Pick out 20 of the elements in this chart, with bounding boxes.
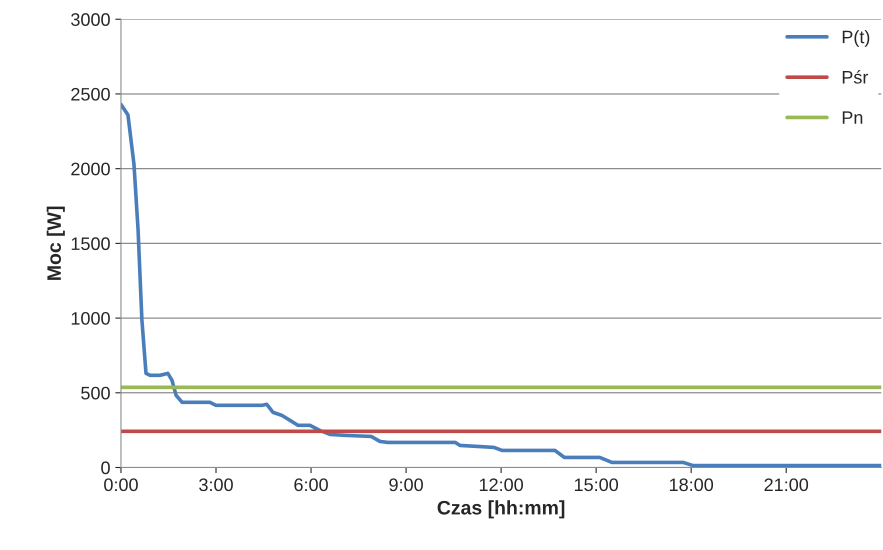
x-tick-label: 12:00 — [480, 478, 523, 492]
y-tick-label: 1000 — [72, 312, 110, 325]
y-tick-label: 0 — [101, 461, 110, 474]
y-tick-label: 2000 — [71, 162, 110, 176]
x-tick-label: 6:00 — [294, 478, 328, 492]
legend-label: P(t) — [842, 30, 870, 47]
legend-label: Pn — [842, 111, 862, 124]
legend-label: Pśr — [842, 70, 868, 84]
y-tick-label: 1500 — [72, 237, 110, 250]
x-axis-title: Czas [hh:mm] — [438, 500, 564, 518]
y-tick-label: 2500 — [71, 88, 110, 101]
x-tick-label: 18:00 — [670, 478, 714, 492]
x-tick-label: 0:00 — [104, 478, 138, 492]
x-tick-label: 9:00 — [389, 478, 423, 492]
y-axis-title: Moc [W] — [46, 206, 65, 280]
y-tick-label: 500 — [81, 386, 110, 400]
x-tick-label: 15:00 — [574, 478, 618, 492]
x-tick-label: 21:00 — [764, 478, 808, 492]
x-tick-label: 3:00 — [199, 478, 233, 492]
y-tick-label: 3000 — [71, 13, 110, 26]
